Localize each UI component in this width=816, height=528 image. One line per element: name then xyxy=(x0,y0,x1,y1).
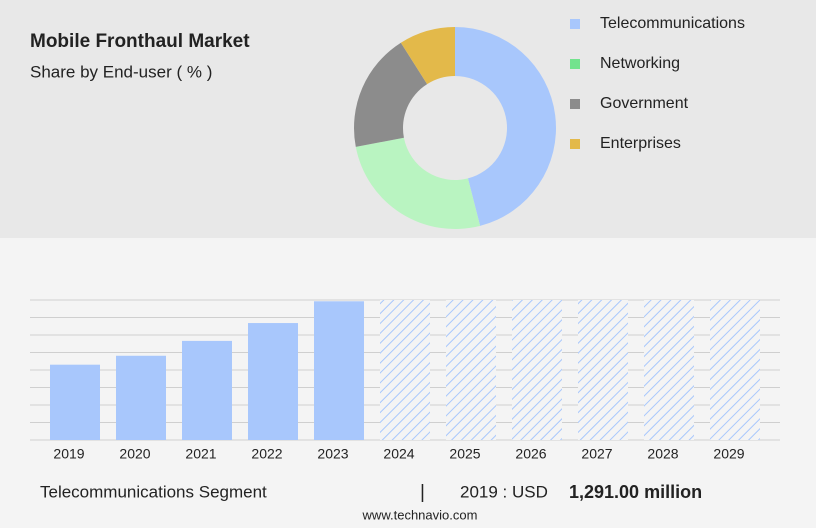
forecast-bar xyxy=(644,300,694,440)
donut-slice xyxy=(355,137,481,229)
bar xyxy=(248,323,298,440)
x-tick-label: 2029 xyxy=(713,446,744,462)
x-tick-label: 2024 xyxy=(383,446,414,462)
x-tick-label: 2026 xyxy=(515,446,546,462)
legend-label: Government xyxy=(600,95,689,112)
chart-subtitle: Share by End-user ( % ) xyxy=(30,62,212,81)
chart-title: Mobile Fronthaul Market xyxy=(30,31,250,52)
x-tick-label: 2022 xyxy=(251,446,282,462)
segment-label: Telecommunications Segment xyxy=(40,482,267,501)
x-tick-label: 2021 xyxy=(185,446,216,462)
x-tick-label: 2020 xyxy=(119,446,150,462)
forecast-bar xyxy=(710,300,760,440)
bar xyxy=(116,355,166,440)
donut-slice xyxy=(400,27,455,85)
x-tick-label: 2023 xyxy=(317,446,348,462)
x-tick-label: 2019 xyxy=(53,446,84,462)
legend-label: Networking xyxy=(600,55,680,72)
forecast-bar xyxy=(512,300,562,440)
bar xyxy=(182,340,232,440)
value-label: 1,291.00 million xyxy=(569,482,702,502)
forecast-bar xyxy=(380,300,430,440)
legend-swatch xyxy=(570,99,580,109)
bar xyxy=(50,364,100,440)
separator: | xyxy=(420,482,425,503)
year-label: 2019 : USD xyxy=(460,482,548,501)
legend-swatch xyxy=(570,59,580,69)
legend-label: Telecommunications xyxy=(600,15,745,32)
x-tick-label: 2027 xyxy=(581,446,612,462)
donut-slice xyxy=(354,42,428,147)
source: www.technavio.com xyxy=(362,507,478,522)
x-tick-label: 2025 xyxy=(449,446,480,462)
legend-swatch xyxy=(570,139,580,149)
forecast-bar xyxy=(578,300,628,440)
donut-slice xyxy=(455,27,556,226)
legend-swatch xyxy=(570,19,580,29)
forecast-bar xyxy=(446,300,496,440)
legend-label: Enterprises xyxy=(600,135,681,152)
bar xyxy=(314,301,364,440)
x-tick-label: 2028 xyxy=(647,446,678,462)
